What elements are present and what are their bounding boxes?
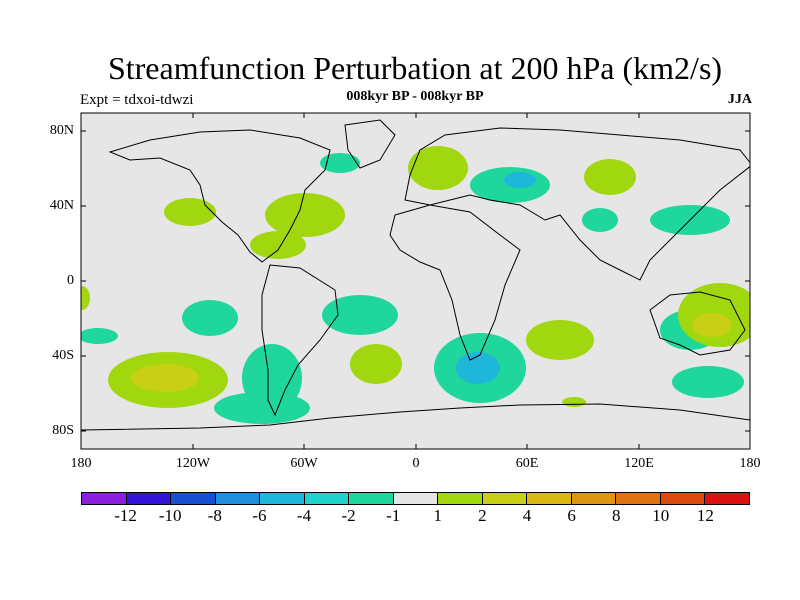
experiment-label: Expt = tdxoi-tdwzi xyxy=(80,92,194,108)
colorbar-swatch xyxy=(660,493,706,504)
contour-region xyxy=(692,313,732,337)
contour-region xyxy=(250,231,306,259)
eurasia-outline xyxy=(404,127,750,281)
contour-region xyxy=(164,198,216,226)
colorbar-swatch xyxy=(616,493,661,504)
africa-outline xyxy=(389,204,521,361)
colorbar-tick-label: 8 xyxy=(611,506,621,525)
lon-label: 120E xyxy=(624,456,654,471)
plot-subtitle: 008kyr BP - 008kyr BP xyxy=(346,89,484,104)
contour-region xyxy=(582,208,618,232)
colorbar-tick-label: 2 xyxy=(478,506,487,525)
contour-region xyxy=(81,286,90,310)
lat-label: 0 xyxy=(67,273,74,288)
colorbar-tick-label: -1 xyxy=(386,506,401,525)
contour-region xyxy=(320,153,360,173)
antarctica-outline xyxy=(81,403,750,431)
colorbar-swatch xyxy=(438,493,483,504)
greenland-outline xyxy=(344,119,396,169)
colorbar-tick-label: 1 xyxy=(433,506,443,525)
contour-region xyxy=(672,366,744,398)
colorbar-swatch xyxy=(482,493,528,504)
contour-region xyxy=(322,295,398,335)
plot-title: Streamfunction Perturbation at 200 hPa (… xyxy=(107,50,723,86)
colorbar-swatch xyxy=(571,493,617,504)
contour-region xyxy=(81,328,118,344)
lat-label: 40N xyxy=(49,198,74,213)
colorbar-swatch xyxy=(304,493,350,504)
colorbar xyxy=(81,492,750,505)
colorbar-tick-label: -10 xyxy=(158,506,182,525)
colorbar-swatch xyxy=(349,493,394,504)
colorbar-swatch xyxy=(82,493,127,504)
lat-label: 80S xyxy=(52,423,74,438)
north-america-outline xyxy=(108,129,331,263)
tick-marks xyxy=(81,113,750,449)
contour-region xyxy=(408,146,468,190)
colorbar-swatch xyxy=(260,493,305,504)
colorbar-tick-label: 10 xyxy=(652,506,670,525)
lat-label: 40S xyxy=(52,348,74,363)
lon-label: 180 xyxy=(70,456,92,471)
colorbar-tick-label: 12 xyxy=(696,506,714,525)
lon-label: 60W xyxy=(290,456,318,471)
lon-label: 0 xyxy=(412,456,420,471)
contour-region xyxy=(182,300,238,336)
colorbar-swatch xyxy=(705,493,749,504)
colorbar-swatch xyxy=(527,493,572,504)
colorbar-swatch xyxy=(215,493,261,504)
colorbar-swatch xyxy=(126,493,172,504)
colorbar-swatch xyxy=(171,493,216,504)
colorbar-tick-label: 4 xyxy=(522,506,532,525)
lon-label: 180 xyxy=(739,456,761,471)
colorbar-tick-label: -6 xyxy=(252,506,267,525)
contour-region xyxy=(350,344,402,384)
colorbar-tick-label: -12 xyxy=(114,506,137,525)
contour-fields xyxy=(81,146,750,424)
lat-label: 80N xyxy=(49,123,74,138)
contour-region xyxy=(131,364,199,392)
contour-region xyxy=(265,193,345,237)
season-label: JJA xyxy=(727,92,752,107)
coastlines xyxy=(81,119,750,431)
colorbar-tick-label: -8 xyxy=(207,506,222,525)
contour-region xyxy=(504,172,536,188)
lon-label: 120W xyxy=(175,456,211,471)
contour-region xyxy=(526,320,594,360)
contour-region xyxy=(584,159,636,195)
colorbar-tick-label: -4 xyxy=(296,506,312,525)
contour-region xyxy=(214,392,310,424)
australia-outline xyxy=(649,291,746,356)
colorbar-tick-label: -2 xyxy=(341,506,356,525)
contour-region xyxy=(562,397,586,407)
contour-region xyxy=(456,352,500,384)
colorbar-tick-label: 6 xyxy=(567,506,576,525)
lon-label: 60E xyxy=(515,456,539,471)
south-america-outline xyxy=(261,264,339,417)
colorbar-swatch xyxy=(393,493,439,504)
